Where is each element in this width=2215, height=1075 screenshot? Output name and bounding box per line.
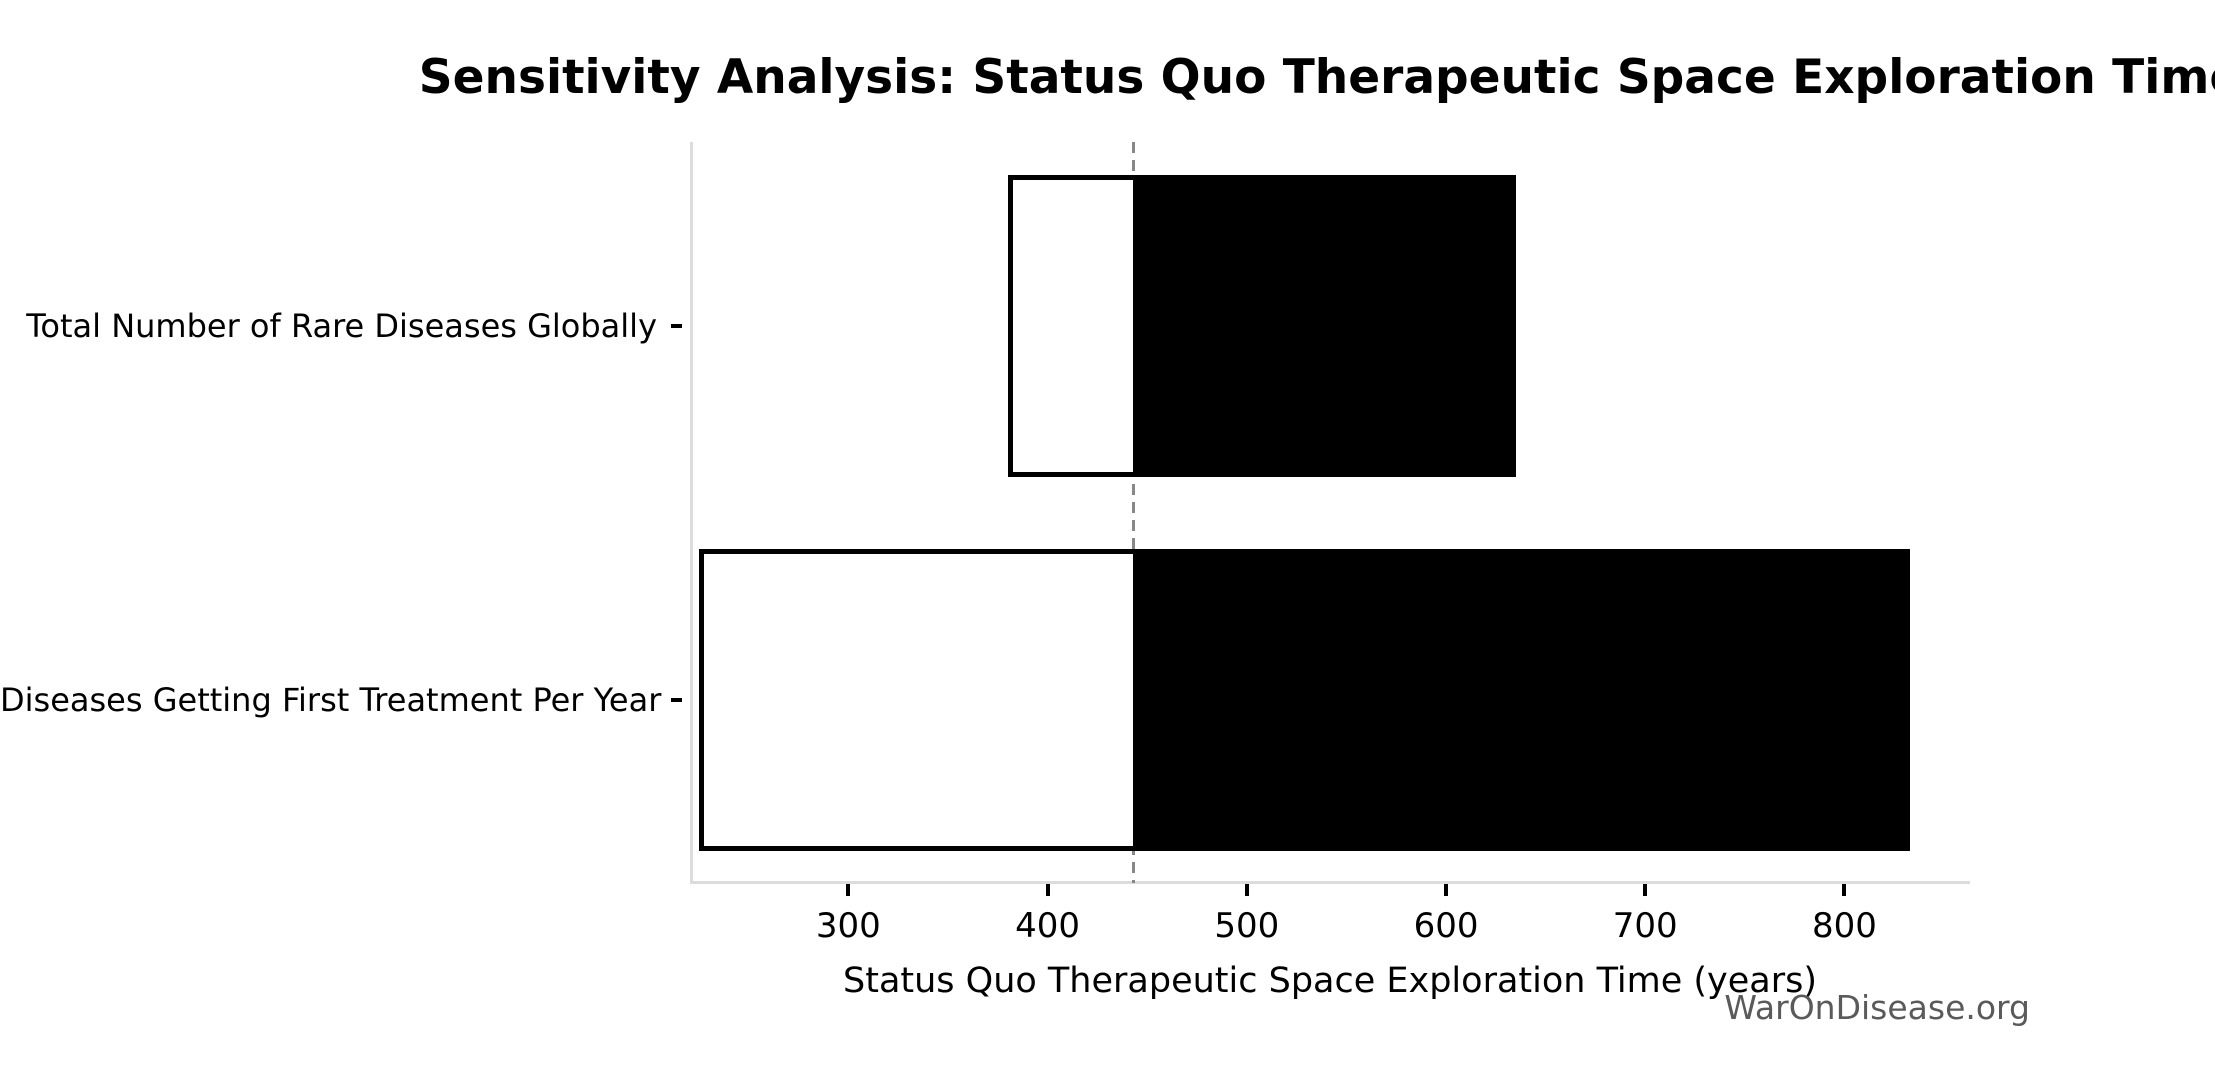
x-axis-tick: [1643, 884, 1648, 896]
x-axis-tick-label: 800: [1812, 906, 1877, 946]
x-axis-tick: [846, 884, 851, 896]
watermark: WarOnDisease.org: [1724, 988, 2030, 1027]
y-axis-tick: [671, 698, 682, 702]
x-axis-tick: [1045, 884, 1050, 896]
x-axis-tick-label: 600: [1413, 906, 1479, 946]
y-axis-category-label: Total Number of Rare Diseases Globally: [26, 307, 657, 345]
x-axis-tick-label: 700: [1612, 906, 1678, 946]
x-axis-title: Status Quo Therapeutic Space Exploration…: [843, 961, 1817, 1001]
x-axis-tick: [1244, 884, 1249, 896]
x-axis-tick-label: 500: [1214, 906, 1280, 946]
x-axis-tick-label: 300: [815, 906, 881, 946]
bar-above-baseline: [1133, 175, 1516, 477]
x-axis-tick-label: 400: [1015, 906, 1081, 946]
baseline-dashed-line: [1131, 142, 1135, 883]
x-axis-tick: [1842, 884, 1847, 896]
x-axis-line: [690, 881, 1970, 884]
bar-above-baseline: [1133, 549, 1911, 851]
chart-title: Sensitivity Analysis: Status Quo Therape…: [418, 50, 2215, 105]
y-axis-category-label: Diseases Getting First Treatment Per Yea…: [0, 681, 662, 719]
y-axis-tick: [671, 324, 682, 328]
x-axis-tick: [1444, 884, 1449, 896]
y-axis-line: [690, 142, 693, 884]
